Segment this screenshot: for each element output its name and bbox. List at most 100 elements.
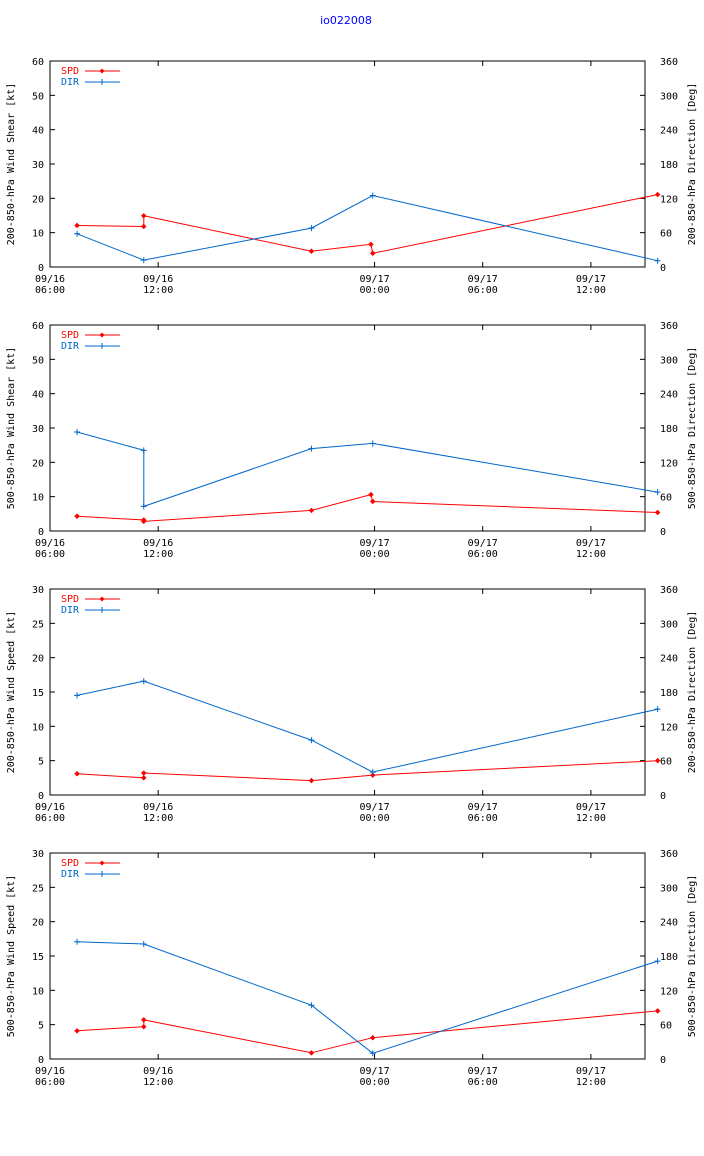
y-left-tick-label: 50: [32, 91, 44, 102]
y-right-tick-label: 360: [660, 57, 678, 68]
y-right-tick-label: 240: [660, 126, 678, 137]
y-left-tick-label: 10: [32, 986, 44, 997]
x-tick-label-date: 09/17: [359, 802, 389, 813]
x-tick-label-time: 06:00: [468, 549, 498, 560]
x-tick-label-time: 12:00: [576, 813, 606, 824]
x-tick-label-date: 09/17: [468, 538, 498, 549]
legend-marker-dir: [99, 79, 105, 85]
series-line-spd: [76, 1010, 658, 1054]
x-tick-label-date: 09/17: [576, 274, 606, 285]
x-tick-label-time: 12:00: [576, 549, 606, 560]
legend-label-dir: DIR: [61, 77, 80, 88]
data-point-dir: [74, 429, 81, 436]
x-tick-label-date: 09/17: [359, 274, 389, 285]
data-point-spd: [140, 223, 147, 230]
chart-panel-1: 010203040506006012018024030036009/1606:0…: [6, 57, 698, 296]
data-point-dir: [74, 230, 81, 237]
data-point-spd: [654, 509, 661, 516]
y-right-axis-title: 500-850-hPa Direction [Deg]: [687, 347, 698, 510]
series-line-spd: [76, 493, 658, 522]
y-left-tick-label: 10: [32, 229, 44, 240]
chart-panels: 010203040506006012018024030036009/1606:0…: [6, 57, 698, 1088]
legend-marker-dir: [99, 871, 105, 877]
y-right-tick-label: 0: [660, 1055, 666, 1066]
y-right-tick-label: 0: [660, 527, 666, 538]
data-point-dir: [74, 692, 81, 699]
x-tick-label-date: 09/17: [468, 274, 498, 285]
chart-panel-2: 010203040506006012018024030036009/1606:0…: [6, 321, 698, 560]
data-point-spd: [74, 513, 80, 520]
plot-frame: [49, 60, 646, 268]
x-tick-label-time: 12:00: [576, 1077, 606, 1088]
legend-label-spd: SPD: [61, 594, 79, 605]
legend-marker-dir: [99, 607, 105, 613]
y-right-tick-label: 60: [660, 229, 672, 240]
data-point-dir: [140, 503, 147, 510]
data-point-spd: [140, 770, 147, 776]
x-tick-label-date: 09/17: [359, 538, 389, 549]
data-point-spd: [140, 774, 147, 781]
y-left-axis-title: 200-850-hPa Wind Speed [kt]: [6, 611, 17, 774]
y-right-tick-label: 300: [660, 883, 678, 894]
y-left-axis-title: 500-850-hPa Wind Speed [kt]: [6, 875, 17, 1038]
series-line-dir: [76, 431, 658, 508]
y-left-tick-label: 15: [32, 688, 44, 699]
x-tick-label-time: 12:00: [576, 285, 606, 296]
y-right-tick-label: 180: [660, 160, 678, 171]
chart-panel-3: 05101520253006012018024030036009/1606:00…: [6, 585, 698, 824]
y-right-axis-title: 200-850-hPa Direction [Deg]: [687, 611, 698, 774]
x-tick-label-date: 09/17: [468, 1066, 498, 1077]
x-tick-label-date: 09/16: [143, 802, 173, 813]
data-point-spd: [308, 777, 315, 784]
data-point-dir: [654, 958, 661, 965]
y-left-tick-label: 10: [32, 493, 44, 504]
data-point-spd: [308, 507, 315, 514]
y-left-tick-label: 25: [32, 619, 44, 630]
legend-label-spd: SPD: [61, 858, 79, 869]
y-right-tick-label: 360: [660, 849, 678, 860]
y-right-axis-title: 200-850-hPa Direction [Deg]: [687, 83, 698, 246]
data-point-spd: [74, 1027, 80, 1034]
y-left-tick-label: 5: [38, 1021, 44, 1032]
data-point-dir: [369, 440, 376, 447]
legend-marker-spd: [99, 332, 105, 338]
data-point-dir: [140, 940, 147, 947]
data-point-spd: [369, 250, 376, 257]
data-point-spd: [654, 191, 661, 198]
y-left-tick-label: 20: [32, 918, 44, 929]
data-point-dir: [369, 192, 376, 199]
series-line-spd: [76, 760, 658, 782]
y-right-tick-label: 180: [660, 424, 678, 435]
legend-marker-spd: [99, 596, 105, 602]
legend-label-spd: SPD: [61, 330, 79, 341]
data-point-spd: [140, 1017, 147, 1023]
y-right-tick-label: 360: [660, 321, 678, 332]
data-point-spd: [74, 770, 80, 777]
data-point-dir: [74, 938, 81, 945]
y-right-tick-label: 300: [660, 619, 678, 630]
y-left-axis-title: 200-850-hPa Wind Shear [kt]: [6, 83, 17, 246]
data-point-spd: [654, 1008, 661, 1014]
y-left-tick-label: 60: [32, 321, 44, 332]
figure-title: io022008: [320, 14, 372, 27]
data-point-dir: [308, 737, 315, 744]
data-point-spd: [140, 212, 147, 219]
y-right-tick-label: 180: [660, 952, 678, 963]
y-right-tick-label: 60: [660, 493, 672, 504]
y-right-tick-label: 120: [660, 458, 678, 469]
y-right-tick-label: 240: [660, 654, 678, 665]
x-tick-label-date: 09/17: [468, 802, 498, 813]
y-left-tick-label: 25: [32, 883, 44, 894]
data-point-spd: [140, 518, 147, 525]
data-point-spd: [369, 1034, 376, 1041]
y-left-axis-title: 500-850-hPa Wind Shear [kt]: [6, 347, 17, 510]
y-right-tick-label: 120: [660, 722, 678, 733]
data-point-spd: [308, 248, 315, 255]
x-tick-label-date: 09/16: [143, 538, 173, 549]
y-right-tick-label: 120: [660, 194, 678, 205]
data-point-dir: [369, 1050, 376, 1057]
y-left-tick-label: 5: [38, 757, 44, 768]
y-left-tick-label: 20: [32, 458, 44, 469]
x-tick-label-time: 12:00: [143, 549, 173, 560]
y-right-tick-label: 180: [660, 688, 678, 699]
